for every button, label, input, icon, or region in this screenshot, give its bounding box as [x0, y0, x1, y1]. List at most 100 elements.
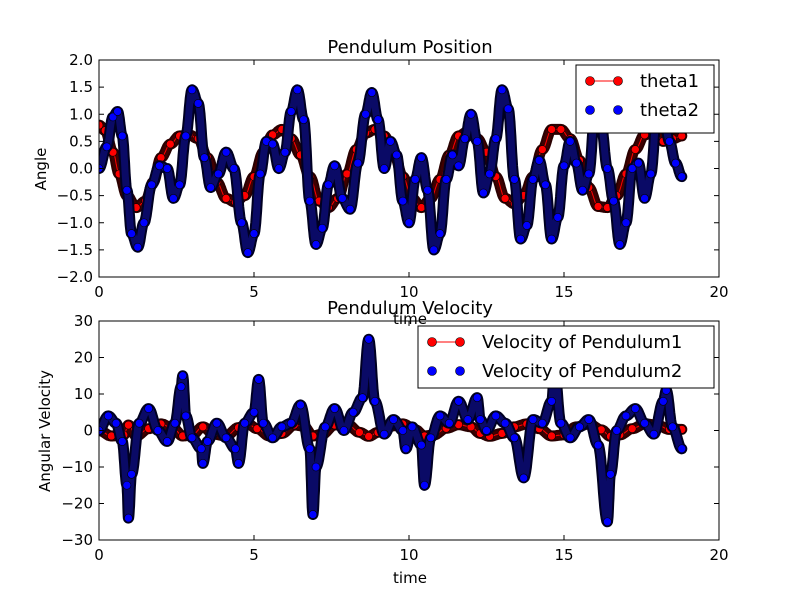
data-point	[510, 433, 519, 443]
data-point	[187, 85, 197, 95]
data-point	[444, 418, 454, 428]
chart-title: Pendulum Velocity	[327, 298, 493, 319]
legend-marker	[585, 105, 595, 115]
data-point	[534, 156, 544, 165]
legend-marker	[613, 105, 623, 115]
data-point	[221, 433, 231, 443]
data-point	[237, 218, 246, 228]
legend-marker	[585, 76, 595, 86]
data-point	[229, 164, 239, 173]
data-point	[305, 444, 315, 454]
plot-area	[99, 84, 688, 259]
data-point	[361, 109, 370, 119]
y-axis-label: Angle	[32, 148, 50, 191]
data-point	[169, 194, 178, 203]
data-point	[528, 415, 538, 424]
data-point	[305, 196, 315, 206]
data-point	[398, 426, 408, 435]
data-point	[345, 204, 355, 214]
data-point	[181, 411, 191, 421]
data-point	[658, 396, 668, 406]
legend-marker	[455, 337, 465, 347]
data-point	[370, 396, 380, 406]
legend-label: theta2	[640, 100, 699, 121]
data-point	[198, 422, 208, 432]
y-tick-label: 2.0	[69, 51, 93, 69]
data-point	[665, 137, 674, 146]
data-point	[593, 202, 603, 211]
data-point	[330, 161, 339, 171]
data-point	[615, 240, 625, 249]
data-point	[429, 245, 439, 255]
legend: theta1 theta2	[575, 64, 715, 134]
data-point	[127, 229, 136, 238]
series-2	[99, 84, 688, 259]
data-point	[338, 194, 347, 203]
data-point	[277, 422, 287, 432]
chart-pendulum-velocity: Pendulum Velocity Angular Velocity time …	[36, 298, 729, 587]
data-point	[386, 137, 395, 146]
data-point	[417, 440, 426, 450]
data-point	[475, 415, 485, 424]
data-point	[274, 164, 284, 173]
y-tick-label: −1.0	[57, 214, 93, 232]
data-point	[286, 107, 296, 116]
data-point	[559, 161, 569, 171]
data-point	[435, 229, 445, 238]
data-point	[454, 161, 463, 171]
data-point	[162, 164, 172, 173]
data-point	[113, 107, 122, 116]
data-point	[296, 400, 305, 410]
data-point	[547, 431, 556, 441]
data-point	[606, 469, 615, 479]
data-point	[621, 218, 631, 228]
data-point	[603, 164, 612, 173]
x-tick-label: 0	[94, 546, 104, 564]
data-point	[565, 433, 575, 443]
data-point	[482, 426, 491, 435]
data-point	[640, 194, 649, 203]
x-tick-label: 0	[94, 283, 104, 301]
data-point	[630, 404, 640, 413]
data-point	[516, 234, 525, 244]
data-point	[460, 134, 470, 143]
x-tick-label: 5	[249, 546, 259, 564]
data-point	[423, 185, 432, 195]
data-point	[479, 188, 488, 198]
data-point	[454, 396, 463, 406]
data-point	[176, 382, 186, 392]
data-point	[153, 426, 163, 435]
data-point	[255, 169, 265, 179]
data-point	[537, 418, 547, 428]
data-point	[144, 404, 153, 413]
data-point	[612, 426, 622, 435]
data-point	[122, 185, 132, 195]
data-point	[398, 196, 408, 206]
y-tick-label: −10	[61, 458, 93, 476]
data-point	[170, 418, 180, 428]
data-point	[547, 125, 556, 134]
data-point	[649, 429, 659, 439]
data-point	[214, 169, 223, 179]
y-tick-label: −30	[61, 531, 93, 549]
data-point	[133, 242, 143, 252]
data-point	[111, 418, 121, 428]
data-point	[117, 437, 127, 446]
data-point	[240, 418, 249, 428]
y-axis-label: Angular Velocity	[36, 370, 54, 492]
data-point	[541, 180, 550, 190]
data-point	[124, 420, 133, 430]
data-point	[193, 99, 203, 108]
data-point	[621, 411, 631, 421]
data-point	[519, 473, 529, 483]
x-tick-label: 5	[249, 283, 259, 301]
data-point	[231, 444, 240, 454]
data-point	[178, 371, 187, 381]
plot-area	[99, 333, 688, 528]
data-point	[124, 513, 133, 523]
data-point	[249, 229, 259, 238]
data-point	[537, 145, 547, 154]
x-tick-label: 15	[554, 546, 573, 564]
data-point	[117, 131, 127, 141]
data-point	[510, 175, 519, 184]
